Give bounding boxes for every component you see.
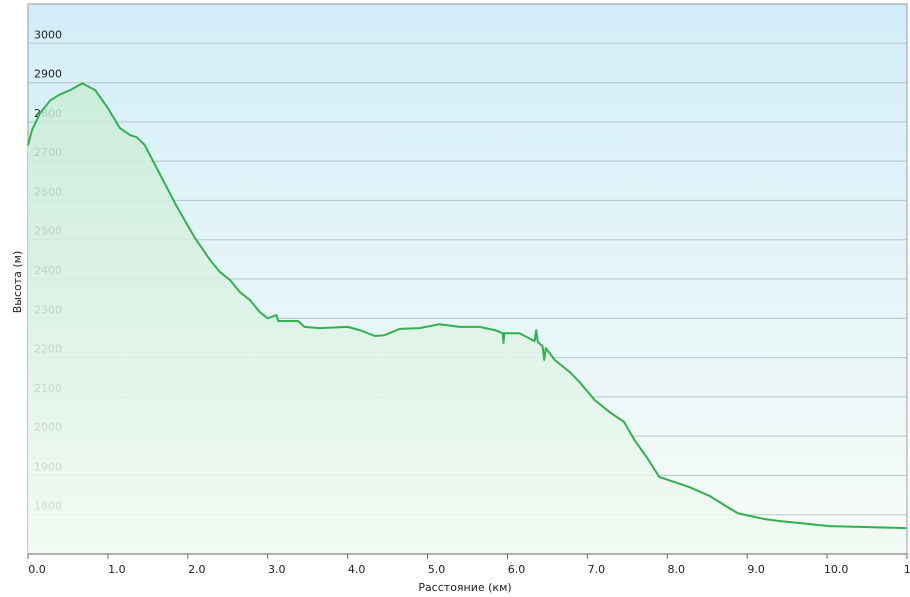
x-tick-label: 1.0 — [108, 563, 126, 576]
y-tick-label: 2900 — [34, 68, 62, 81]
x-axis-title: Расстояние (км) — [418, 581, 511, 594]
x-tick-label: 11.0 — [904, 563, 910, 576]
x-tick-label: 6.0 — [508, 563, 526, 576]
x-tick-label: 8.0 — [668, 563, 686, 576]
area-fill — [28, 83, 907, 555]
y-axis-title: Высота (м) — [11, 251, 24, 314]
x-tick-label: 9.0 — [747, 563, 765, 576]
x-tick-label: 0.0 — [28, 563, 46, 576]
x-tick-label: 2.0 — [188, 563, 206, 576]
y-tick-label: 3000 — [34, 28, 62, 41]
x-tick-label: 7.0 — [588, 563, 606, 576]
x-tick-label: 10.0 — [824, 563, 849, 576]
x-tick-label: 4.0 — [348, 563, 366, 576]
x-tick-label: 3.0 — [268, 563, 286, 576]
elevation-line — [27, 82, 907, 530]
x-tick-label: 5.0 — [428, 563, 446, 576]
